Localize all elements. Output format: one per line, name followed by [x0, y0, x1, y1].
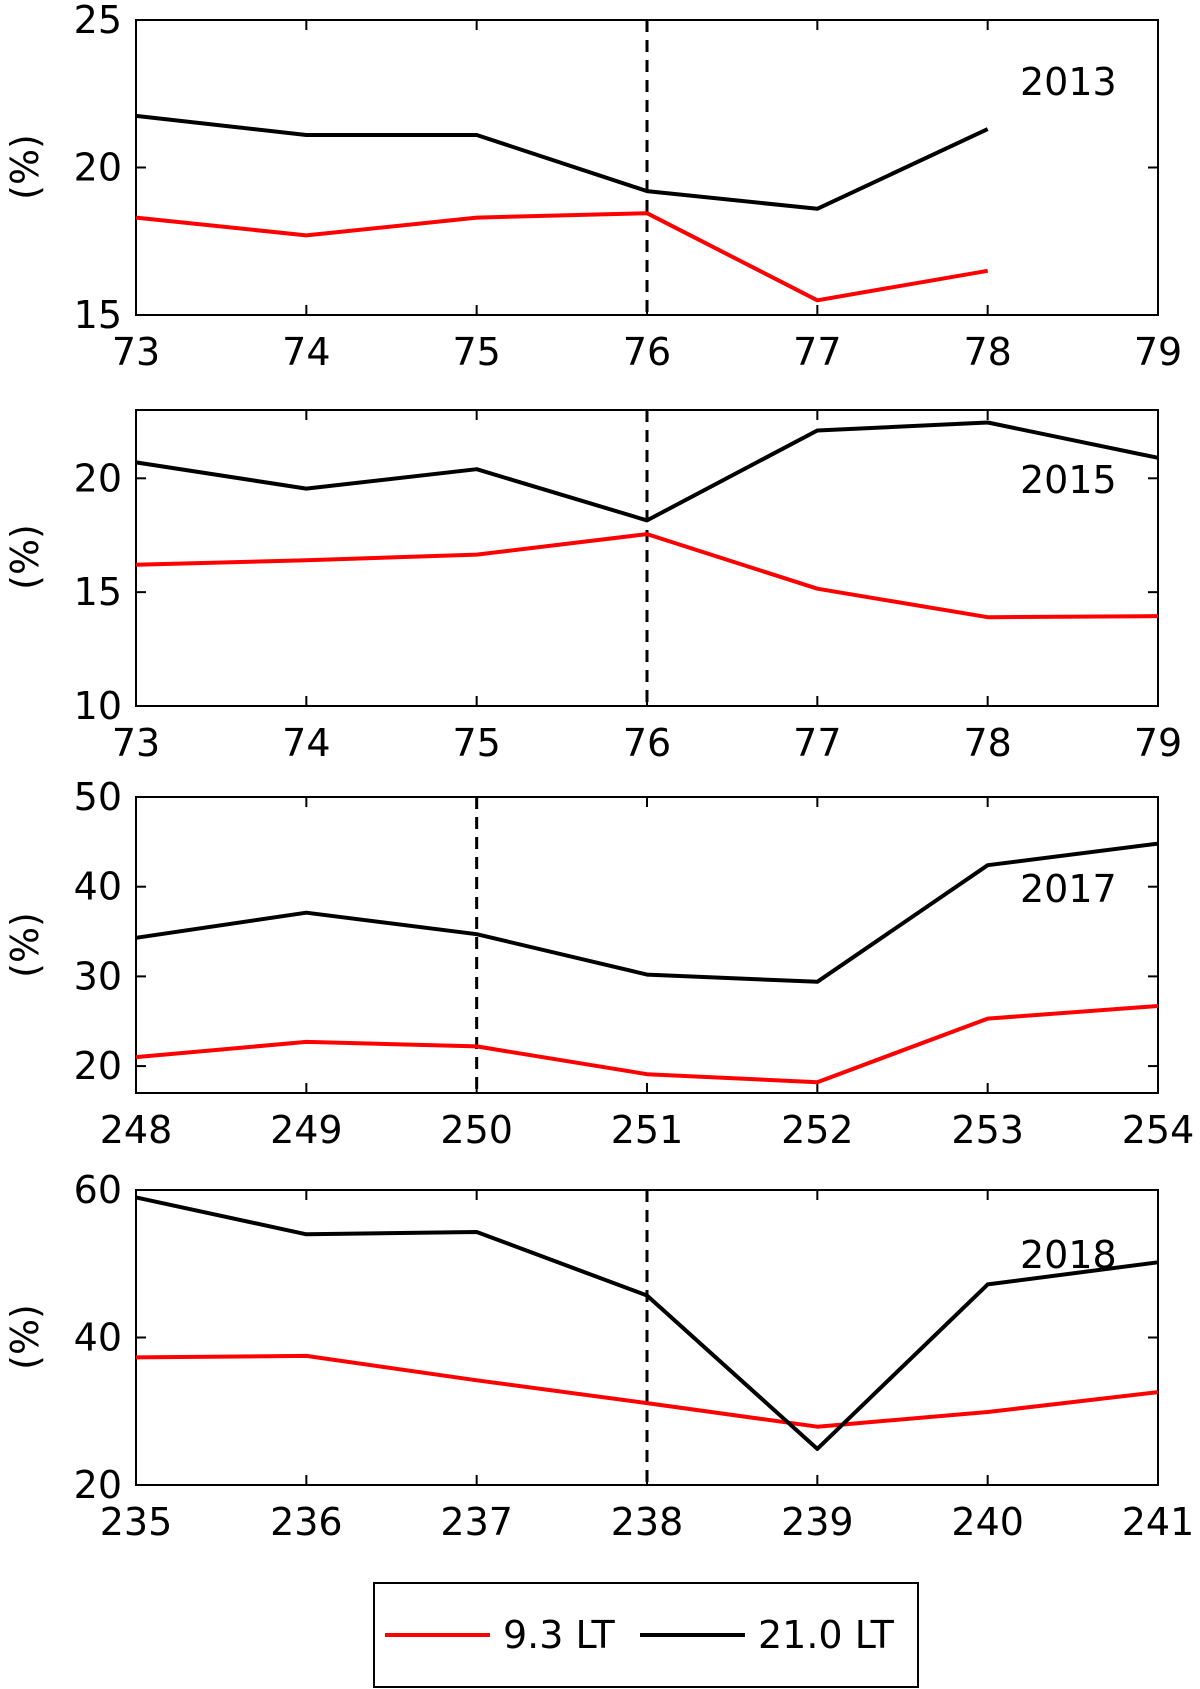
y-tick-label: 60 [74, 1168, 122, 1212]
series-line-9-3-lt [135, 532, 1159, 620]
y-tick-label: 20 [74, 1463, 122, 1507]
x-tick-label: 251 [611, 1108, 684, 1152]
x-tick-label: 250 [440, 1108, 513, 1152]
chart-panel-2015: 73 74 75 76 77 78 79 10 15 20 (%) 2015 [3, 409, 1182, 765]
y-axis-label: (%) [3, 524, 47, 590]
y-tick-label: 40 [74, 865, 122, 909]
chart-panel-2017: 248 249 250 251 252 253 254 20 30 40 50 (%) 2017 [3, 775, 1194, 1152]
x-tick-label: 249 [270, 1108, 343, 1152]
y-tick-label: 15 [74, 293, 122, 337]
year-annotation: 2018 [1020, 1233, 1117, 1277]
x-tick-label: 75 [452, 721, 500, 765]
y-axis-label: (%) [3, 134, 47, 200]
x-tick-label: 76 [623, 330, 671, 374]
y-tick-label: 20 [74, 146, 122, 190]
y-tick-label: 20 [74, 1044, 122, 1088]
legend: 9.3 LT 21.0 LT [373, 1582, 919, 1688]
x-tick-label: 235 [100, 1500, 173, 1544]
x-tick-label: 239 [781, 1500, 854, 1544]
x-tick-label: 252 [781, 1108, 854, 1152]
x-tick-label: 74 [282, 330, 330, 374]
series-line-9-3-lt [135, 1004, 1159, 1085]
x-tick-label: 73 [112, 330, 160, 374]
series-line-21-0-lt [135, 113, 989, 211]
year-annotation: 2015 [1020, 458, 1117, 502]
series-line-21-0-lt [135, 1195, 1159, 1451]
legend-label-9-3-lt: 9.3 LT [503, 1613, 615, 1657]
x-tick-label: 236 [270, 1500, 343, 1544]
x-tick-label: 248 [100, 1108, 173, 1152]
x-tick-label: 240 [951, 1500, 1024, 1544]
x-tick-label: 74 [282, 721, 330, 765]
x-tick-label: 238 [611, 1500, 684, 1544]
series-line-9-3-lt [135, 1353, 1159, 1429]
x-tick-label: 78 [963, 330, 1011, 374]
y-tick-label: 40 [74, 1316, 122, 1360]
x-tick-label: 73 [112, 721, 160, 765]
x-tick-label: 77 [793, 721, 841, 765]
y-tick-label: 25 [74, 0, 122, 42]
year-annotation: 2013 [1020, 60, 1117, 104]
y-axis-label: (%) [3, 912, 47, 978]
x-tick-label: 79 [1134, 330, 1182, 374]
x-tick-label: 254 [1122, 1108, 1195, 1152]
y-tick-label: 20 [74, 456, 122, 500]
y-tick-label: 50 [74, 775, 122, 819]
series-line-21-0-lt [135, 420, 1159, 523]
x-tick-label: 78 [963, 721, 1011, 765]
year-annotation: 2017 [1020, 867, 1117, 911]
series-line-9-3-lt [135, 211, 989, 303]
axes-box [135, 796, 1159, 1094]
y-tick-label: 10 [74, 684, 122, 728]
x-tick-label: 253 [951, 1108, 1024, 1152]
x-tick-label: 77 [793, 330, 841, 374]
y-tick-label: 15 [74, 570, 122, 614]
chart-panel-2018: 235 236 237 238 239 240 241 20 40 60 (%) 2018 [3, 1168, 1194, 1544]
x-tick-label: 79 [1134, 721, 1182, 765]
legend-label-21-0-lt: 21.0 LT [758, 1613, 895, 1657]
y-axis-label: (%) [3, 1304, 47, 1370]
y-tick-label: 30 [74, 954, 122, 998]
x-tick-label: 76 [623, 721, 671, 765]
x-tick-label: 75 [452, 330, 500, 374]
series-line-21-0-lt [135, 841, 1159, 984]
x-tick-label: 237 [440, 1500, 513, 1544]
chart-panel-2013: 73 74 75 76 77 78 79 15 20 25 (%) 2013 [3, 0, 1182, 374]
x-tick-label: 241 [1122, 1500, 1195, 1544]
